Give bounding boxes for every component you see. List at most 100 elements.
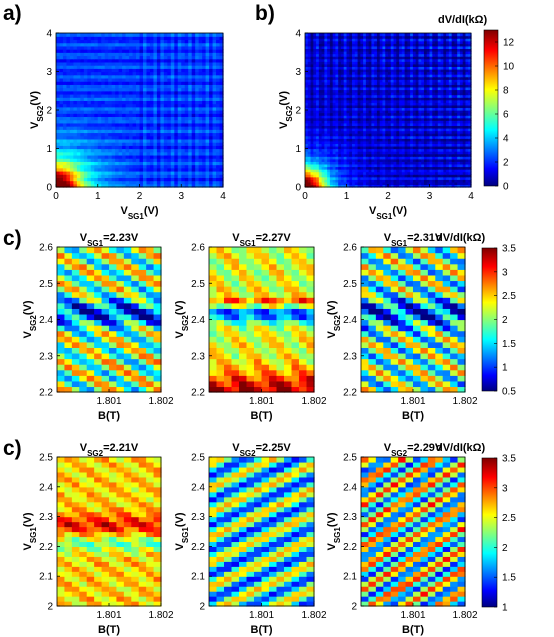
heatmap-cell: [69, 154, 74, 159]
heatmap-cell: [418, 156, 422, 160]
heatmap-cell: [346, 79, 350, 83]
heatmap-cell: [181, 164, 186, 169]
heatmap-cell: [115, 167, 120, 172]
heatmap-cell: [76, 151, 81, 156]
heatmap-cell: [415, 92, 420, 96]
heatmap-cell: [332, 169, 337, 173]
heatmap-cell: [69, 87, 74, 92]
heatmap-cell: [327, 107, 331, 111]
heatmap-cell: [122, 81, 127, 85]
heatmap-cell: [181, 116, 186, 121]
heatmap-cell: [177, 61, 182, 66]
heatmap-cell: [459, 74, 464, 78]
heatmap-cell: [446, 133, 450, 137]
heatmap-cell: [139, 161, 144, 166]
heatmap-cell: [184, 93, 189, 98]
heatmap-cell: [80, 174, 85, 178]
heatmap-cell: [429, 148, 433, 152]
heatmap-cell: [163, 151, 168, 156]
heatmap-cell: [346, 163, 350, 168]
heatmap-cell: [354, 86, 359, 91]
heatmap-cell: [191, 122, 196, 127]
heatmap-cell: [465, 112, 469, 116]
heatmap-cell: [459, 174, 464, 178]
heatmap-cell: [111, 106, 116, 111]
heatmap-cell: [87, 106, 92, 111]
heatmap-cell: [415, 181, 420, 186]
heatmap-cell: [59, 148, 64, 153]
heatmap-cell: [374, 138, 378, 142]
heatmap-cell: [316, 169, 320, 173]
heatmap-cell: [115, 148, 120, 153]
heatmap-cell: [376, 120, 381, 124]
heatmap-cell: [212, 45, 217, 50]
heatmap-cell: [76, 177, 81, 182]
heatmap-cell: [83, 52, 88, 57]
heatmap-cell: [374, 148, 378, 152]
heatmap-cell: [149, 71, 155, 76]
heatmap-cell: [219, 49, 224, 53]
heatmap-cell: [104, 126, 109, 130]
heatmap-cell: [97, 71, 102, 76]
heatmap-cell: [448, 99, 453, 103]
heatmap-cell: [191, 113, 196, 118]
heatmap-cell: [462, 138, 467, 142]
heatmap-cell: [329, 166, 334, 170]
heatmap-cell: [108, 154, 113, 159]
heatmap-cell: [62, 55, 68, 60]
heatmap-cell: [357, 92, 361, 96]
heatmap-cell: [321, 171, 325, 175]
heatmap-cell: [316, 79, 320, 83]
heatmap-cell: [118, 113, 123, 118]
heatmap-cell: [205, 52, 210, 57]
heatmap-cell: [385, 104, 389, 109]
heatmap-cell: [346, 171, 350, 175]
heatmap-cell: [446, 151, 450, 155]
heatmap-cell: [340, 107, 345, 111]
heatmap-cell: [435, 130, 439, 134]
heatmap-cell: [388, 148, 392, 152]
heatmap-cell: [153, 135, 158, 140]
heatmap-cell: [313, 166, 317, 170]
heatmap-cell: [160, 183, 165, 188]
heatmap-cell: [410, 184, 414, 188]
heatmap-cell: [212, 167, 217, 172]
heatmap-cell: [198, 174, 203, 178]
heatmap-cell: [118, 177, 123, 182]
heatmap-cell: [374, 135, 378, 139]
heatmap-cell: [195, 119, 200, 124]
heatmap-cell: [56, 142, 61, 146]
heatmap-cell: [440, 74, 444, 78]
heatmap-cell: [153, 183, 158, 188]
heatmap-cell: [393, 140, 397, 144]
heatmap-cell: [421, 140, 425, 144]
heatmap-cell: [462, 171, 467, 175]
heatmap-cell: [332, 89, 337, 93]
heatmap-cell: [56, 74, 61, 79]
heatmap-cell: [202, 42, 207, 47]
heatmap-cell: [462, 161, 467, 165]
heatmap-cell: [363, 84, 367, 88]
heatmap-cell: [205, 103, 210, 108]
heatmap-cell: [401, 138, 406, 142]
heatmap-cell: [360, 143, 364, 147]
heatmap-cell: [205, 154, 210, 159]
heatmap-cell: [457, 179, 461, 183]
heatmap-cell: [59, 45, 64, 50]
heatmap-cell: [101, 148, 106, 153]
heatmap-cell: [446, 130, 450, 134]
heatmap-cell: [343, 115, 348, 119]
heatmap-cell: [382, 79, 386, 83]
heatmap-cell: [432, 89, 436, 93]
heatmap-cell: [318, 104, 323, 109]
heatmap-cell: [139, 164, 144, 169]
heatmap-cell: [327, 148, 331, 152]
heatmap-cell: [462, 135, 467, 139]
heatmap-cell: [390, 74, 395, 78]
heatmap-cell: [352, 84, 356, 88]
heatmap-cell: [318, 86, 323, 91]
heatmap-cell: [437, 135, 442, 139]
heatmap-cell: [90, 135, 95, 140]
heatmap-cell: [374, 171, 378, 175]
heatmap-cell: [404, 104, 408, 109]
